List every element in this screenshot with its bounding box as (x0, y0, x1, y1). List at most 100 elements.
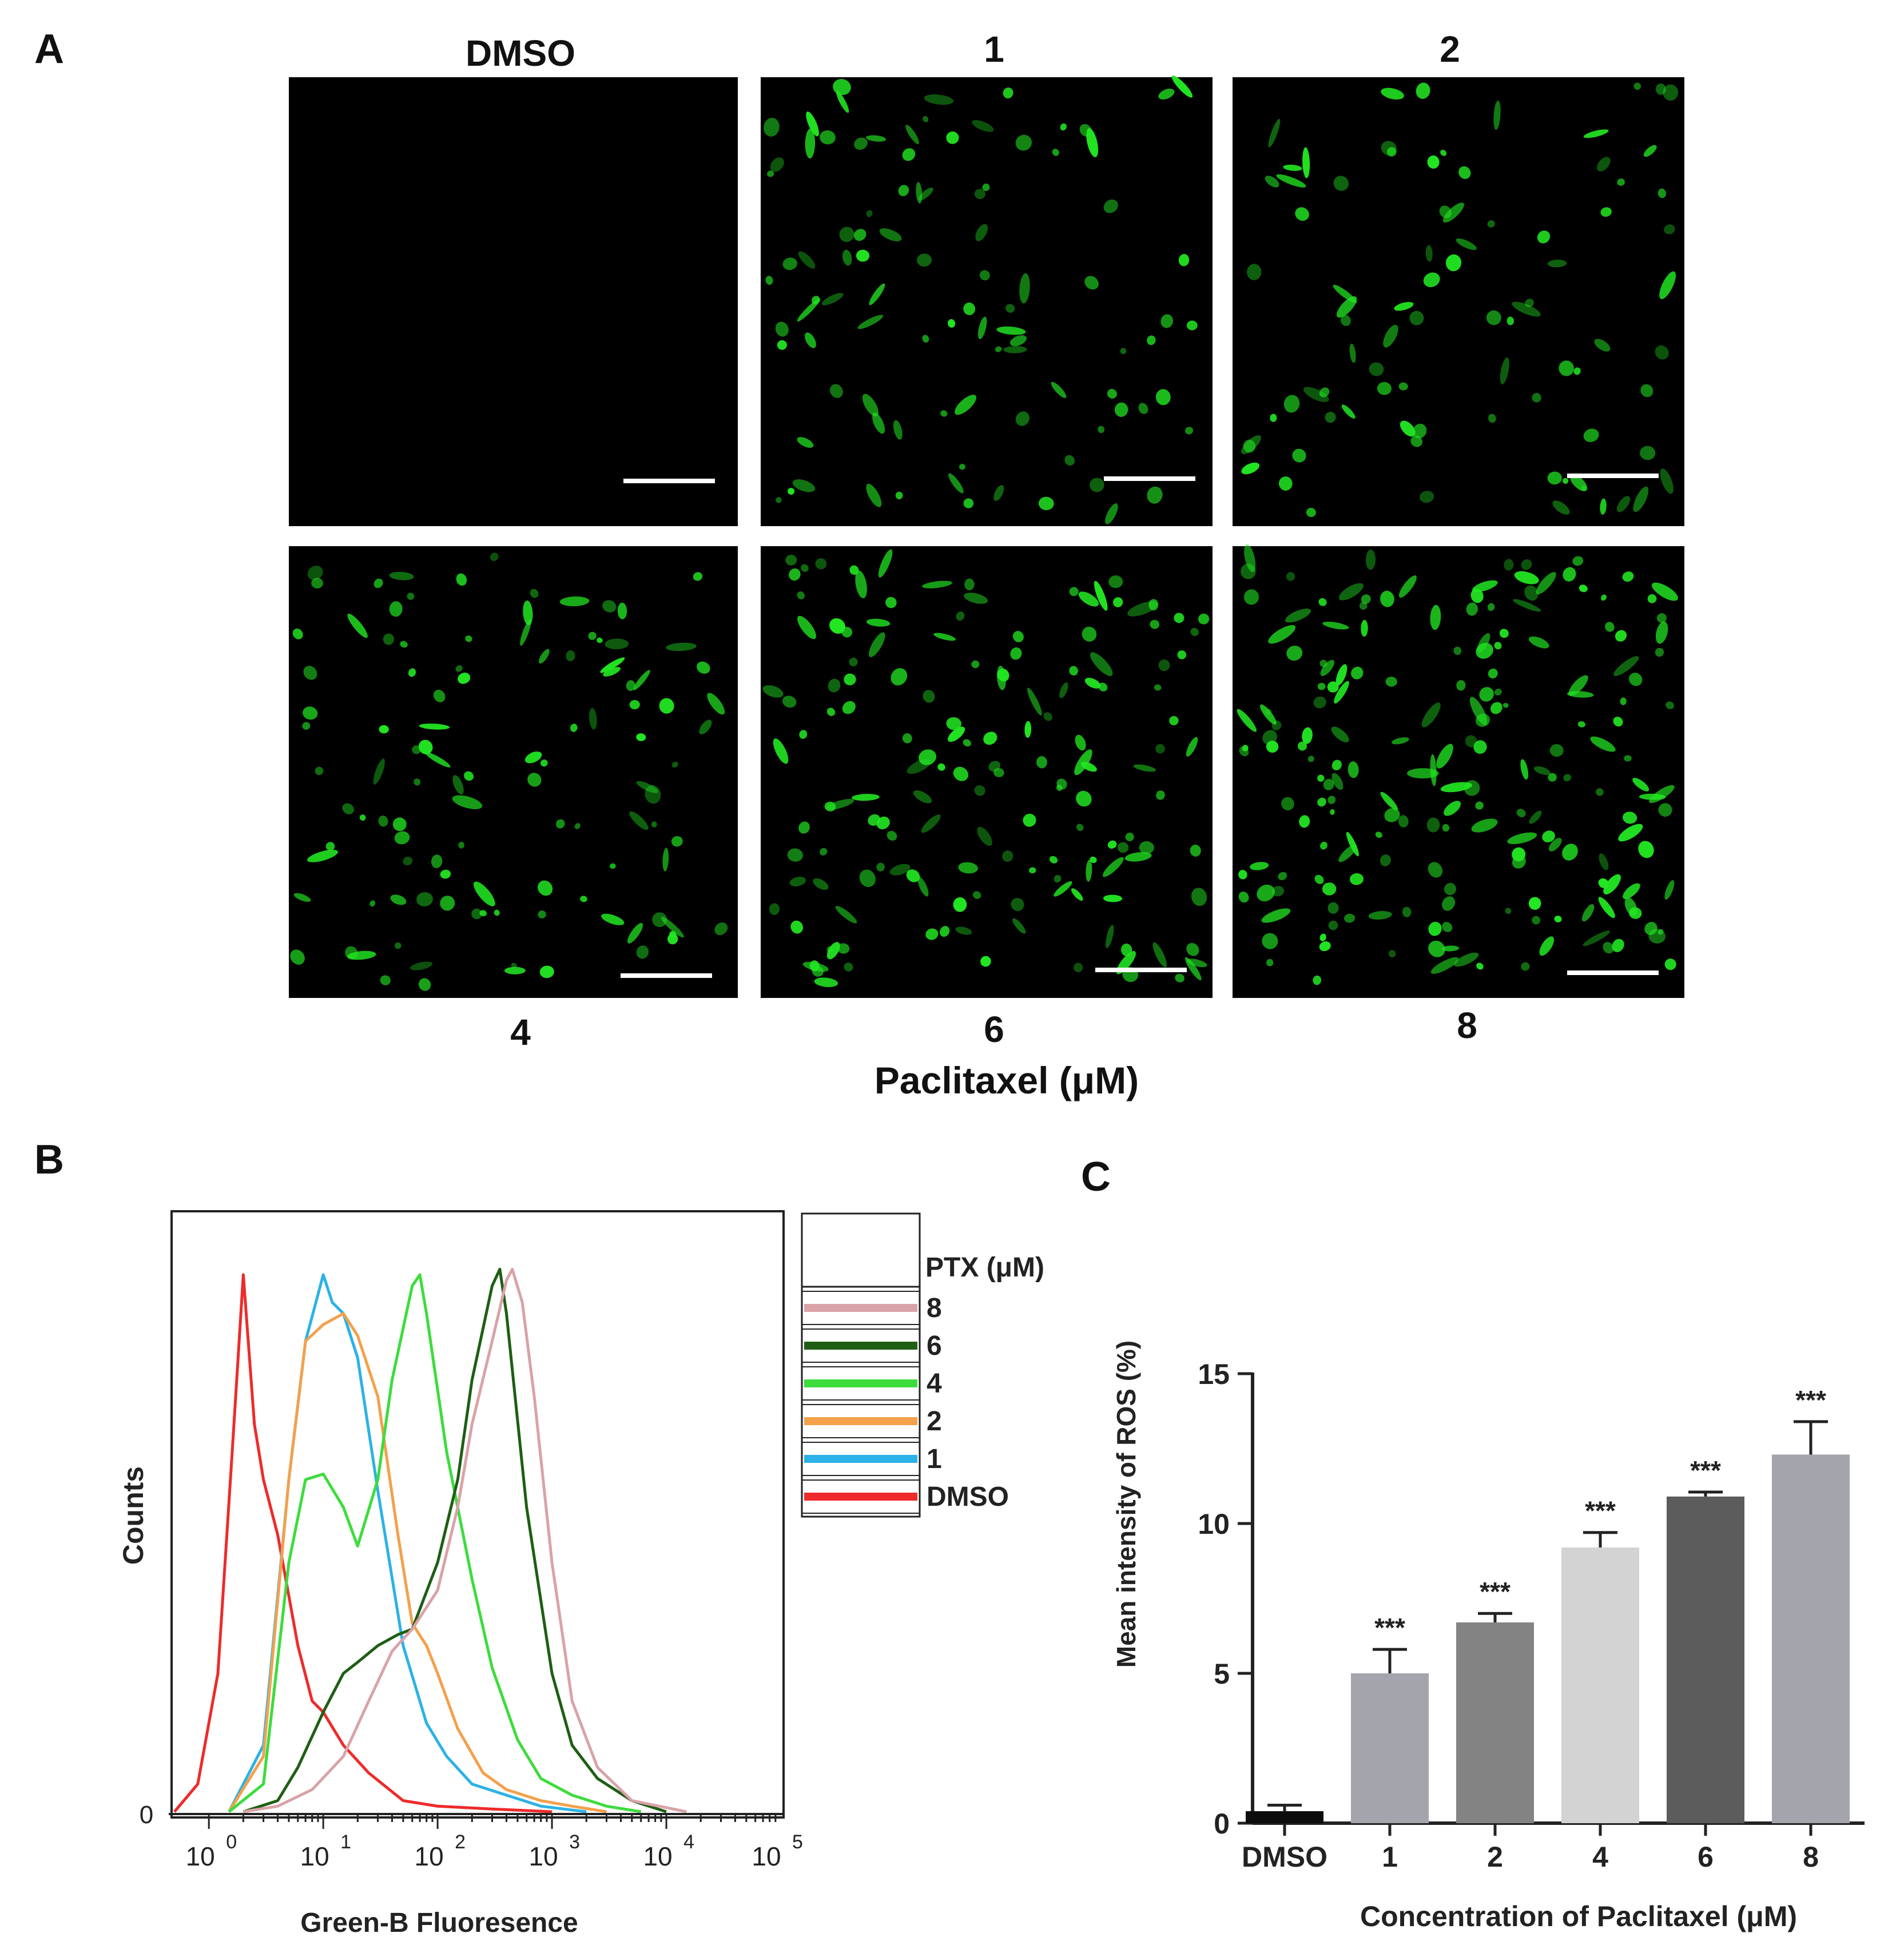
significance-6: *** (1690, 1455, 1721, 1485)
cell-mark (1169, 716, 1179, 726)
cell-mark (1105, 503, 1118, 524)
cell-mark (1076, 824, 1084, 832)
cell-mark (1442, 896, 1456, 911)
cell-mark (916, 182, 923, 204)
cell-mark (1470, 588, 1484, 603)
cell-mark (1440, 782, 1473, 793)
legend-cell (801, 1479, 920, 1514)
cell-mark (1347, 761, 1359, 778)
cell-mark (633, 670, 650, 690)
cell-mark (1400, 420, 1416, 437)
cell-mark (1331, 773, 1343, 790)
cell-mark (626, 680, 635, 691)
cell-mark (906, 869, 920, 882)
cell-mark (697, 661, 710, 674)
cell-mark (636, 733, 646, 741)
cell-mark (1049, 856, 1058, 864)
cell-mark (520, 619, 531, 646)
cell-mark (982, 183, 990, 192)
cell-mark (1064, 455, 1075, 466)
cell-mark (1175, 973, 1184, 983)
cell-mark (1124, 852, 1152, 862)
cell-mark (452, 775, 464, 795)
cell-mark (1655, 647, 1664, 657)
cell-mark (988, 761, 1000, 772)
cell-mark (1257, 884, 1275, 902)
cell-mark (1060, 123, 1067, 131)
cell-mark (983, 731, 997, 745)
cell-mark (1086, 860, 1092, 882)
cell-mark (789, 568, 801, 581)
cell-mark (1177, 650, 1187, 659)
cell-mark (1494, 642, 1502, 650)
cell-mark (1603, 874, 1621, 895)
legend-label-6: 6 (927, 1331, 942, 1361)
cell-mark (1549, 744, 1564, 757)
cell-mark (597, 637, 603, 643)
cell-mark (917, 877, 929, 897)
significance-8: *** (1795, 1385, 1826, 1415)
cell-mark (1476, 962, 1484, 970)
cell-mark (1500, 357, 1509, 385)
cell-mark (1423, 272, 1440, 288)
cell-mark (1577, 721, 1585, 727)
cell-mark (1098, 425, 1105, 433)
cell-mark (1583, 129, 1609, 138)
legend-label-8: 8 (927, 1293, 942, 1323)
cell-mark (1191, 888, 1207, 906)
cell-mark (922, 580, 952, 588)
cell-mark (837, 943, 850, 954)
cell-mark (302, 722, 311, 730)
cell-mark (479, 910, 487, 917)
cell-mark (842, 249, 852, 266)
cell-mark (1286, 572, 1295, 581)
cell-mark (410, 961, 433, 970)
cell-mark (707, 693, 725, 715)
cell-mark (1186, 958, 1207, 968)
cell-mark (1502, 703, 1509, 708)
cell-mark (797, 437, 814, 448)
cell-mark (1105, 925, 1114, 948)
cell-mark (369, 900, 376, 907)
bar-chart-bars: DMSO 1 *** 2 *** 4 *** 6 *** 8 *** (1242, 1385, 1850, 1873)
cell-mark (1349, 343, 1356, 363)
cell-mark (1632, 778, 1649, 791)
cell-mark (913, 790, 932, 804)
cell-mark (1430, 604, 1441, 630)
cell-mark (1375, 832, 1382, 838)
cell-mark (1120, 348, 1127, 355)
cell-mark (699, 719, 712, 735)
cell-mark (589, 707, 597, 730)
cell-mark (799, 730, 808, 739)
cell-mark (671, 836, 683, 847)
micrograph-label-dmso: DMSO (466, 33, 575, 74)
cell-mark (977, 826, 992, 846)
cell-mark (392, 817, 407, 832)
cell-mark (1487, 220, 1495, 228)
cell-mark (866, 483, 882, 507)
cell-mark (636, 945, 649, 959)
cell-mark (347, 950, 376, 960)
cell-mark (588, 631, 597, 640)
cell-mark (379, 725, 389, 734)
cell-mark (714, 922, 728, 936)
cell-mark (993, 768, 1004, 777)
cell-mark (826, 946, 834, 953)
cell-mark (307, 566, 323, 580)
micrograph-label-8: 8 (1457, 1005, 1477, 1046)
cell-mark (390, 894, 407, 905)
histogram-x-tick-label: 10 (643, 1841, 672, 1871)
cell-mark (1613, 656, 1639, 677)
cell-mark (1398, 382, 1408, 391)
cell-mark (539, 649, 550, 664)
cell-mark (1102, 857, 1124, 877)
cell-mark (1011, 898, 1024, 912)
cell-mark (826, 798, 854, 810)
cell-mark (1319, 387, 1330, 397)
bar-chart-y-tick-label: 5 (1214, 1658, 1230, 1690)
cell-mark (471, 908, 483, 920)
panel-b: B 10 0 10 1 10 2 10 3 10 4 10 5 Counts 0 Green-B Fl… (34, 1137, 1044, 1938)
cell-mark (1302, 727, 1313, 744)
cell-mark (1036, 756, 1047, 769)
cell-mark (1186, 737, 1198, 757)
